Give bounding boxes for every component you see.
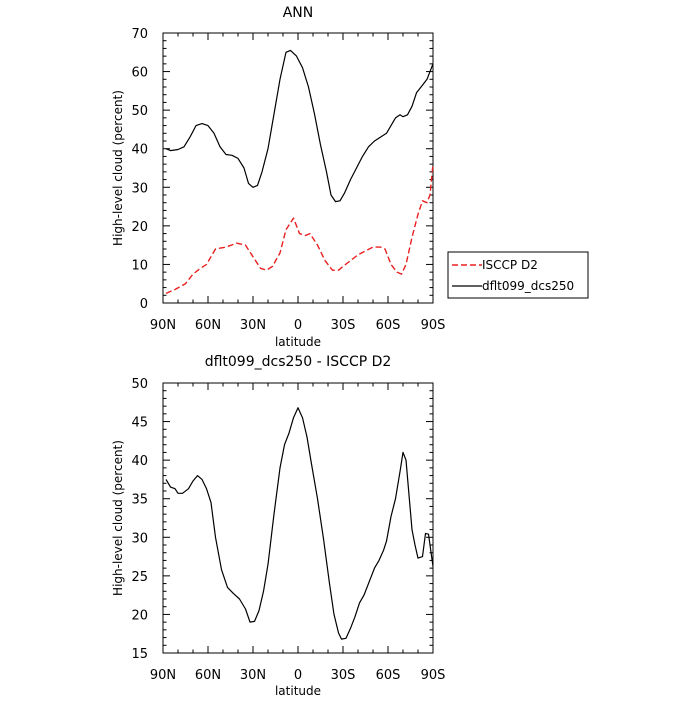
top-tick-labels: 90N 60N 30N 0 30S 60S 90S 0 10 20 30 40 50 60 70: [131, 27, 445, 333]
bottom-panel-title: dflt099_dcs250 - ISCCP D2: [205, 354, 392, 370]
y-tick-label: 30: [131, 531, 148, 546]
x-tick-label: 90N: [150, 668, 176, 683]
y-tick-label: 30: [131, 181, 148, 196]
bottom-ticks: [162, 382, 434, 654]
top-ticks: [162, 32, 434, 304]
y-tick-label: 20: [131, 608, 148, 623]
x-tick-label: 0: [294, 318, 302, 333]
y-tick-label: 60: [131, 66, 148, 81]
legend-box: [447, 251, 589, 299]
top-plot-frame: [162, 32, 434, 304]
y-tick-label: 50: [131, 377, 148, 392]
y-tick-label: 15: [131, 647, 148, 662]
x-tick-label: 60N: [195, 318, 221, 333]
x-tick-label: 0: [294, 668, 302, 683]
y-tick-label: 50: [131, 104, 148, 119]
series-line-isccp-d2: [165, 164, 434, 295]
bottom-x-axis-title: latitude: [275, 684, 321, 698]
top-panel: ANN 90N 60N 30N 0 30S 60S 90S 0 10 20 30 40 50 60 70 l…: [111, 5, 445, 349]
y-tick-label: 40: [131, 143, 148, 158]
x-tick-label: 90S: [421, 318, 446, 333]
y-tick-label: 25: [131, 570, 148, 585]
x-tick-label: 30S: [331, 318, 356, 333]
top-y-axis-title: High-level cloud (percent): [111, 90, 125, 246]
top-panel-title: ANN: [283, 5, 314, 21]
series-line-difference: [165, 407, 434, 640]
y-tick-label: 0: [140, 297, 148, 312]
bottom-series: [165, 407, 434, 640]
legend-label-isccp: ISCCP D2: [482, 258, 538, 272]
bottom-y-axis-title: High-level cloud (percent): [111, 440, 125, 596]
bottom-tick-labels: 90N 60N 30N 0 30S 60S 90S 15 20 25 30 35 40 45 50: [131, 377, 445, 683]
x-tick-label: 30N: [240, 668, 266, 683]
x-tick-label: 60N: [195, 668, 221, 683]
y-tick-label: 70: [131, 27, 148, 42]
y-tick-label: 40: [131, 454, 148, 469]
y-tick-label: 35: [131, 493, 148, 508]
legend-label-model: dflt099_dcs250: [482, 279, 574, 293]
bottom-panel: dflt099_dcs250 - ISCCP D2 90N 60N 30N 0 30S 6…: [111, 354, 445, 698]
y-tick-label: 10: [131, 258, 148, 273]
top-series: [165, 49, 434, 295]
series-line-dflt099-dcs250: [165, 49, 434, 203]
x-tick-label: 30S: [331, 668, 356, 683]
x-tick-label: 90S: [421, 668, 446, 683]
x-tick-label: 30N: [240, 318, 266, 333]
legend: ISCCP D2 dflt099_dcs250: [447, 251, 589, 299]
y-tick-label: 20: [131, 220, 148, 235]
top-x-axis-title: latitude: [275, 335, 321, 349]
bottom-plot-frame: [162, 382, 434, 654]
x-tick-label: 90N: [150, 318, 176, 333]
x-tick-label: 60S: [376, 668, 401, 683]
x-tick-label: 60S: [376, 318, 401, 333]
y-tick-label: 45: [131, 416, 148, 431]
